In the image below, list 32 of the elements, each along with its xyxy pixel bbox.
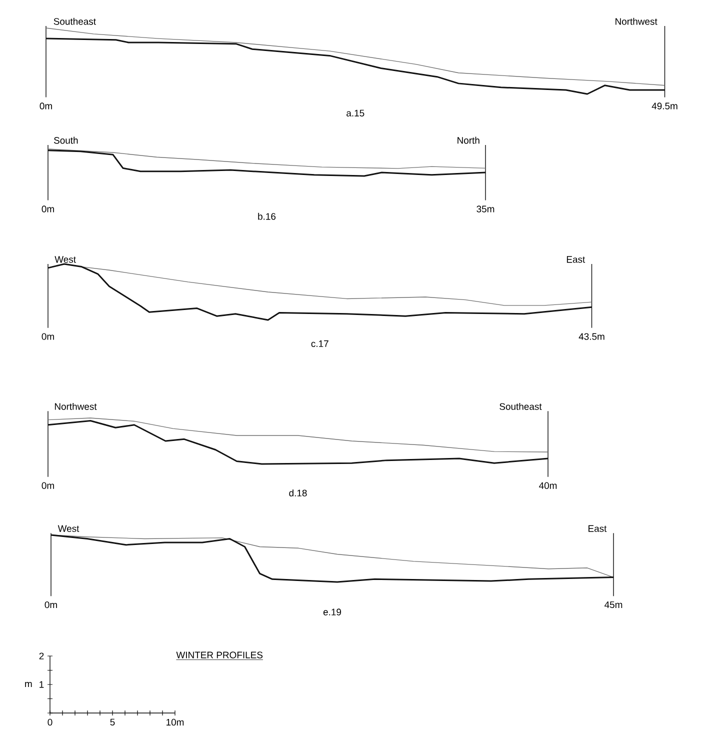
text: Northwest [54,402,97,410]
x-tick-label: 0m [42,333,54,340]
x-tick-label: 0m [42,482,54,489]
x-axis-title: d.18 [289,489,307,496]
x-axis-title: a.15 [346,110,364,116]
x-axis-title: b.16 [258,212,276,220]
x-tick-label: 0 [48,718,52,726]
text: WINTER PROFILES [176,652,263,658]
x-tick-label: 5 [110,718,115,726]
x-tick-label: 45m [604,601,622,608]
x-tick-label: 0m [42,206,54,212]
text: North [458,136,480,144]
x-tick-label: 35m [476,206,494,212]
x-axis-title: e.19 [323,608,342,616]
text: Northwest [616,18,658,25]
text: Southeast [54,18,96,25]
x-axis-title: c.17 [311,340,328,348]
y-tick-label: 2 [39,652,44,660]
x-tick-label: 0m [40,102,52,110]
x-tick-label: 40m [539,482,557,489]
x-tick-label: 0m [44,601,57,608]
text: West [54,256,76,263]
text: East [566,256,586,263]
text: Southeast [500,402,542,410]
text: South [54,136,78,144]
y-tick-label: 1 [40,681,44,688]
text: East [588,525,607,532]
x-tick-label: 49.5m [652,102,678,110]
x-tick-label: 43.5m [578,333,604,340]
y-axis-title: m [25,682,32,688]
x-tick-label: 10m [166,718,184,726]
text: West [58,525,80,532]
